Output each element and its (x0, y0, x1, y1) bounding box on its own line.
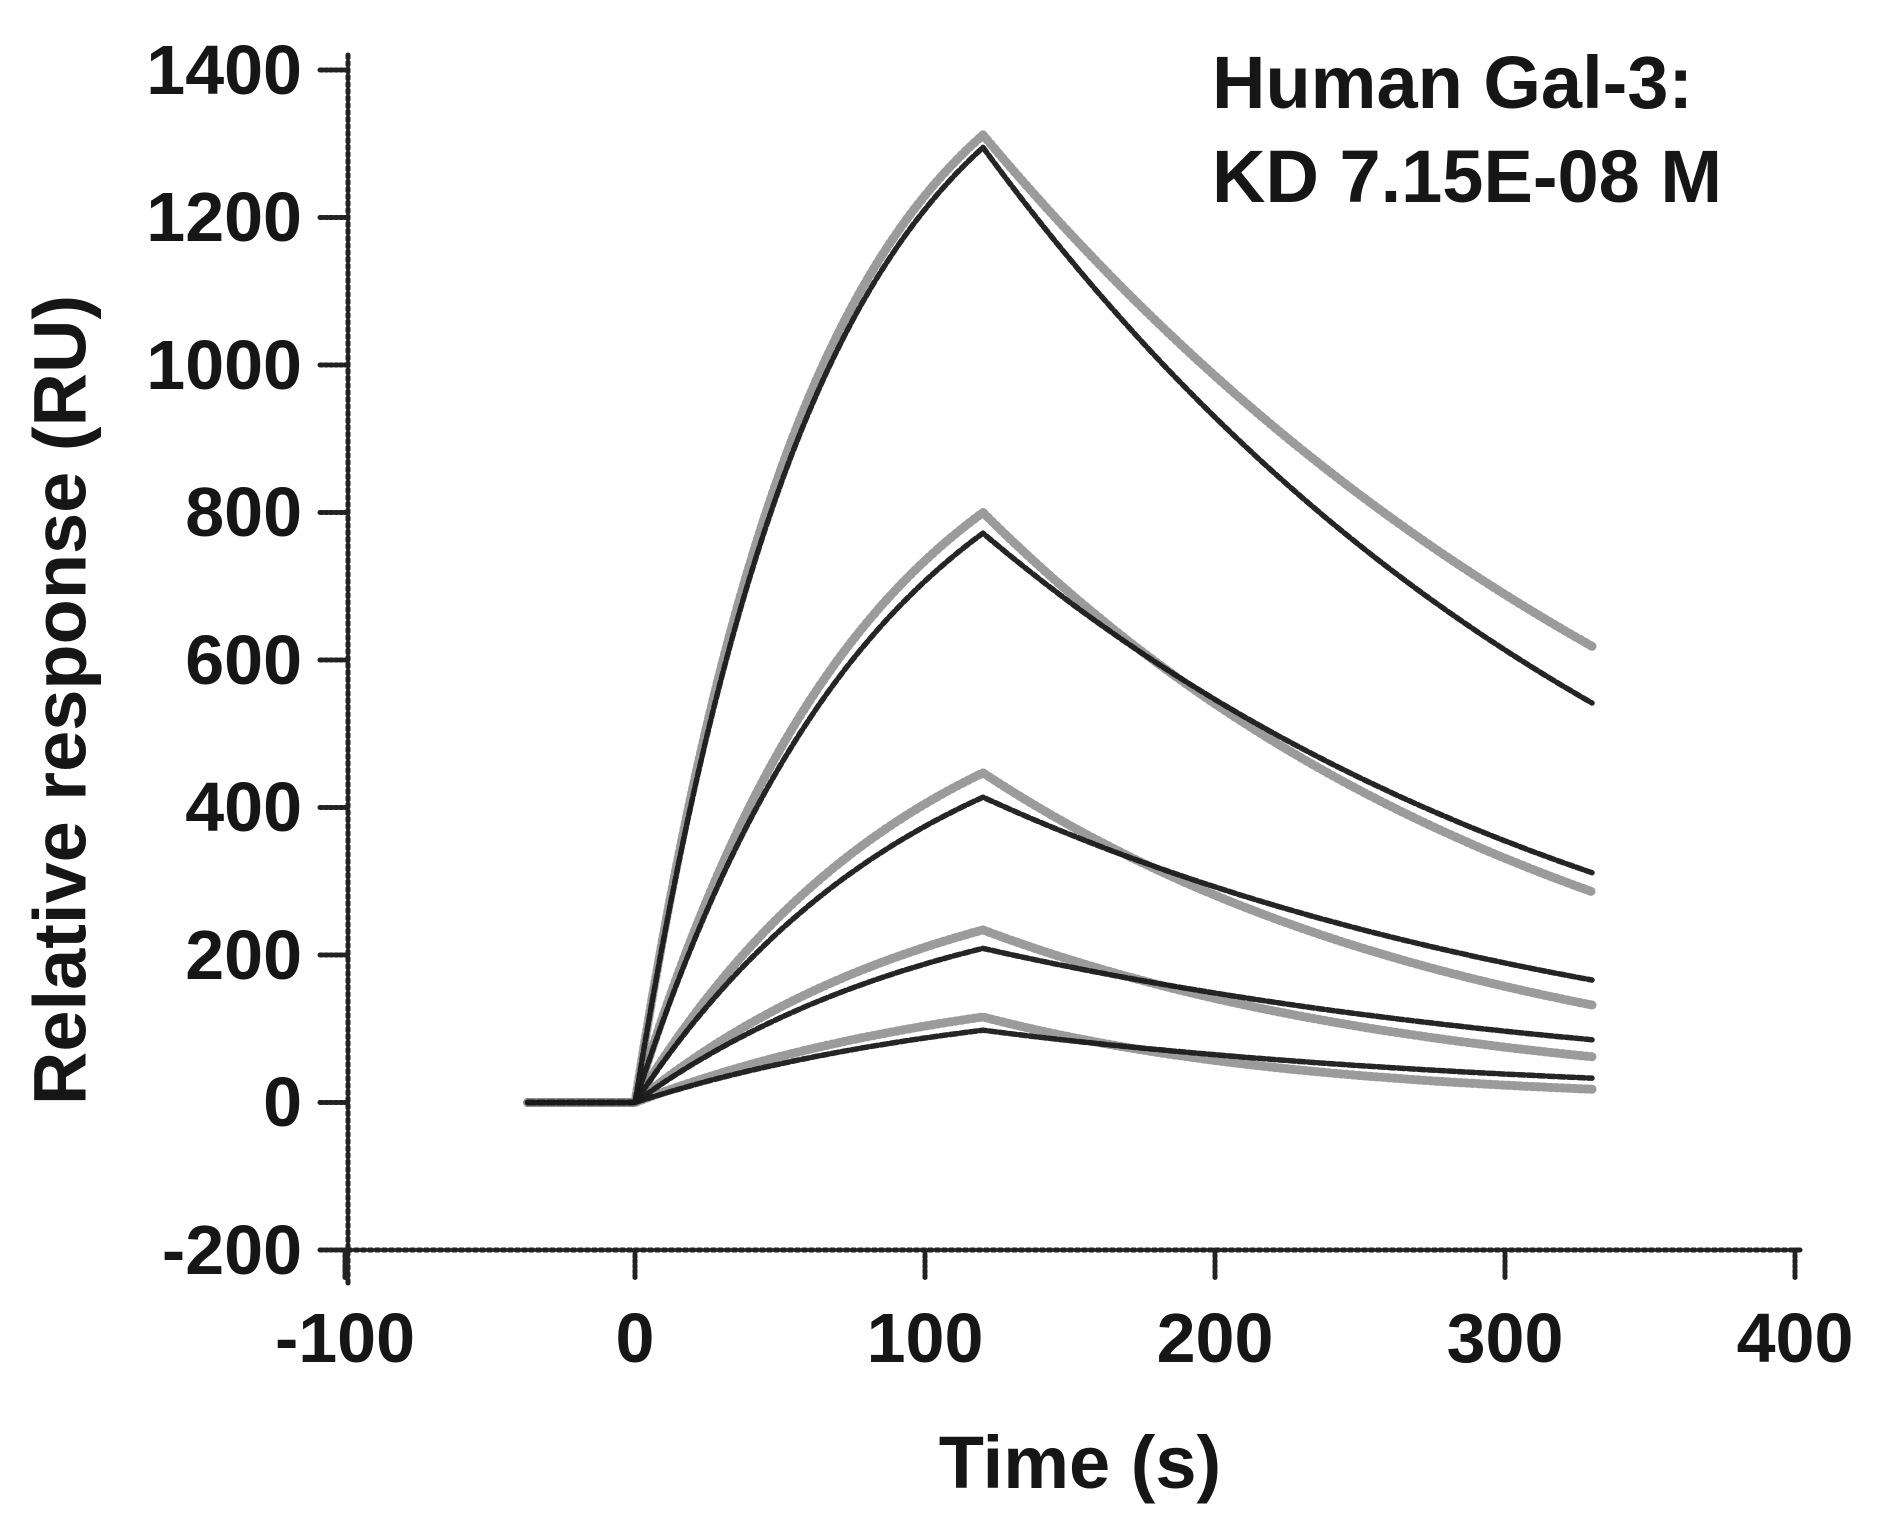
fit-curve-concentration-1-highest (524, 144, 1595, 1106)
fit-curve-concentration-4 (524, 945, 1595, 1106)
kd-annotation: Human Gal-3: KD 7.15E-08 M (1212, 36, 1722, 224)
y-tick-label: 1200 (146, 178, 302, 256)
measured-curve-concentration-1-highest (523, 130, 1597, 1107)
y-axis-title: Relative response (RU) (18, 294, 102, 1106)
y-tick-label: 600 (185, 621, 302, 699)
y-tick-label: 400 (185, 768, 302, 846)
x-tick-label: 400 (1736, 1299, 1854, 1377)
measured-curve-concentration-2 (523, 508, 1597, 1107)
y-tick-label: 0 (263, 1063, 302, 1141)
fit-curve-concentration-3 (524, 794, 1595, 1106)
x-axis-title: Time (s) (938, 1421, 1222, 1504)
fit-curve-concentration-5-lowest (524, 1027, 1595, 1106)
x-tick-label: 0 (615, 1299, 655, 1377)
y-tick-label: -200 (161, 1211, 302, 1289)
x-tick-label: 300 (1446, 1299, 1564, 1377)
y-tick-label: 200 (185, 916, 302, 994)
kd-annotation-line2: KD 7.15E-08 M (1212, 135, 1722, 218)
x-tick-label: -100 (274, 1299, 416, 1377)
x-tick-label: 200 (1156, 1299, 1274, 1377)
x-tick-label: 100 (866, 1299, 984, 1377)
measured-curve-concentration-3 (523, 768, 1597, 1107)
y-tick-label: 1000 (146, 326, 302, 404)
kd-annotation-line1: Human Gal-3: (1212, 41, 1694, 124)
y-tick-label: 1400 (146, 31, 302, 109)
measured-curve-concentration-4 (523, 925, 1597, 1107)
y-tick-label: 800 (185, 473, 302, 551)
fit-curve-concentration-2 (524, 530, 1595, 1106)
